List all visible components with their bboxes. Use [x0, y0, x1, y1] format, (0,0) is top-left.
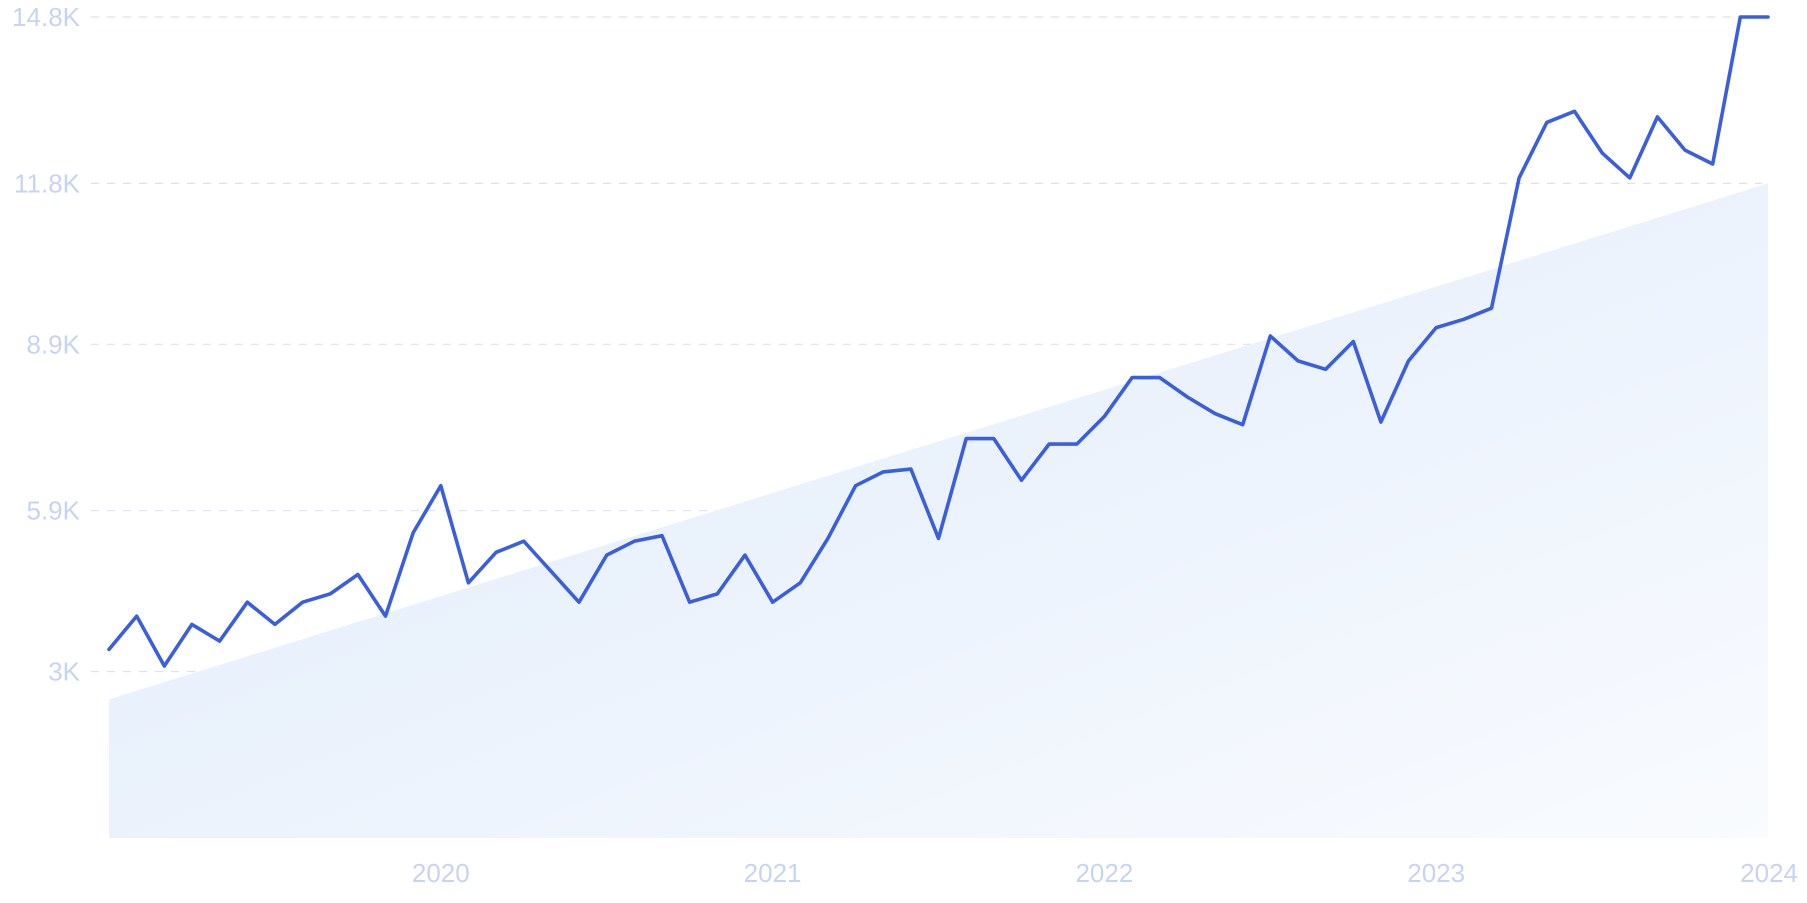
- x-tick-label: 2024: [1740, 858, 1798, 888]
- y-tick-label: 14.8K: [12, 2, 81, 32]
- x-tick-label: 2023: [1407, 858, 1465, 888]
- trend-area-fill: [109, 183, 1768, 838]
- series-line: [107, 15, 1770, 668]
- y-tick-label: 5.9K: [27, 496, 81, 526]
- y-tick-label: 8.9K: [27, 329, 81, 359]
- x-tick-label: 2022: [1075, 858, 1133, 888]
- y-tick-label: 3K: [48, 657, 80, 687]
- y-tick-label: 11.8K: [14, 168, 81, 198]
- x-tick-label: 2020: [412, 858, 470, 888]
- x-tick-label: 2021: [744, 858, 802, 888]
- series-line-group: [107, 15, 1770, 668]
- x-axis-ticks: 2020 2021 2022 2023 2024: [412, 858, 1798, 888]
- trend-area: [109, 183, 1768, 838]
- y-axis-ticks: 3K 5.9K 8.9K 11.8K 14.8K: [12, 2, 81, 687]
